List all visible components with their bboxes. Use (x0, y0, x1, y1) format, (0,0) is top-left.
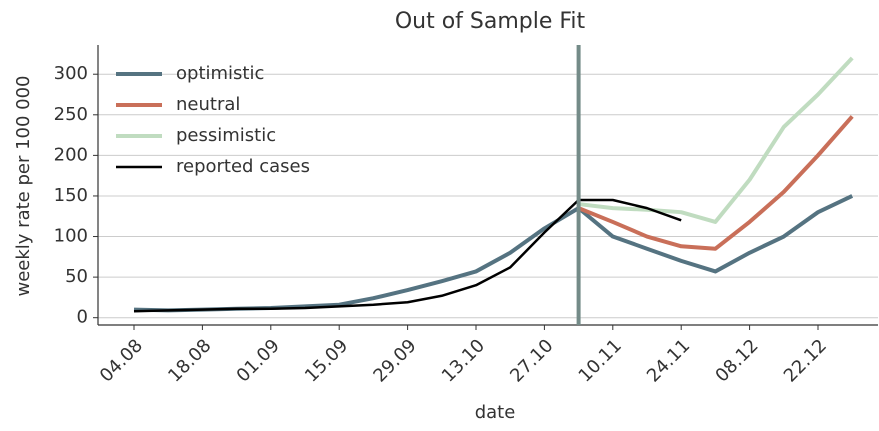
y-axis-label: weekly rate per 100 000 (13, 75, 34, 296)
x-tick-label: 18.08 (164, 335, 215, 386)
x-tick-label: 04.08 (96, 335, 147, 386)
y-tick-label: 200 (54, 144, 88, 165)
x-tick-label: 22.12 (780, 335, 831, 386)
y-tick-label: 0 (77, 307, 88, 328)
series-line (577, 115, 854, 251)
x-tick-label: 10.11 (575, 335, 626, 386)
x-tick-label: 15.09 (301, 335, 352, 386)
x-axis-label: date (475, 402, 516, 423)
y-tick-label: 150 (54, 185, 88, 206)
x-tick-label: 24.11 (643, 335, 694, 386)
chart-title: Out of Sample Fit (395, 9, 586, 34)
x-tick-label: 01.09 (233, 335, 284, 386)
series-line (133, 194, 854, 313)
series-line (578, 56, 854, 224)
x-tick-label: 13.10 (438, 335, 489, 386)
series-line (133, 198, 682, 313)
y-tick-label: 100 (54, 226, 88, 247)
legend-label: pessimistic (176, 125, 276, 146)
legend-label: reported cases (176, 156, 310, 177)
y-tick-label: 50 (65, 266, 88, 287)
x-tick-label: 29.09 (369, 335, 420, 386)
y-tick-label: 300 (54, 63, 88, 84)
legend-label: optimistic (176, 63, 264, 84)
y-tick-label: 250 (54, 104, 88, 125)
x-tick-label: 27.10 (506, 335, 557, 386)
x-tick-label: 08.12 (711, 335, 762, 386)
legend-label: neutral (176, 94, 240, 115)
